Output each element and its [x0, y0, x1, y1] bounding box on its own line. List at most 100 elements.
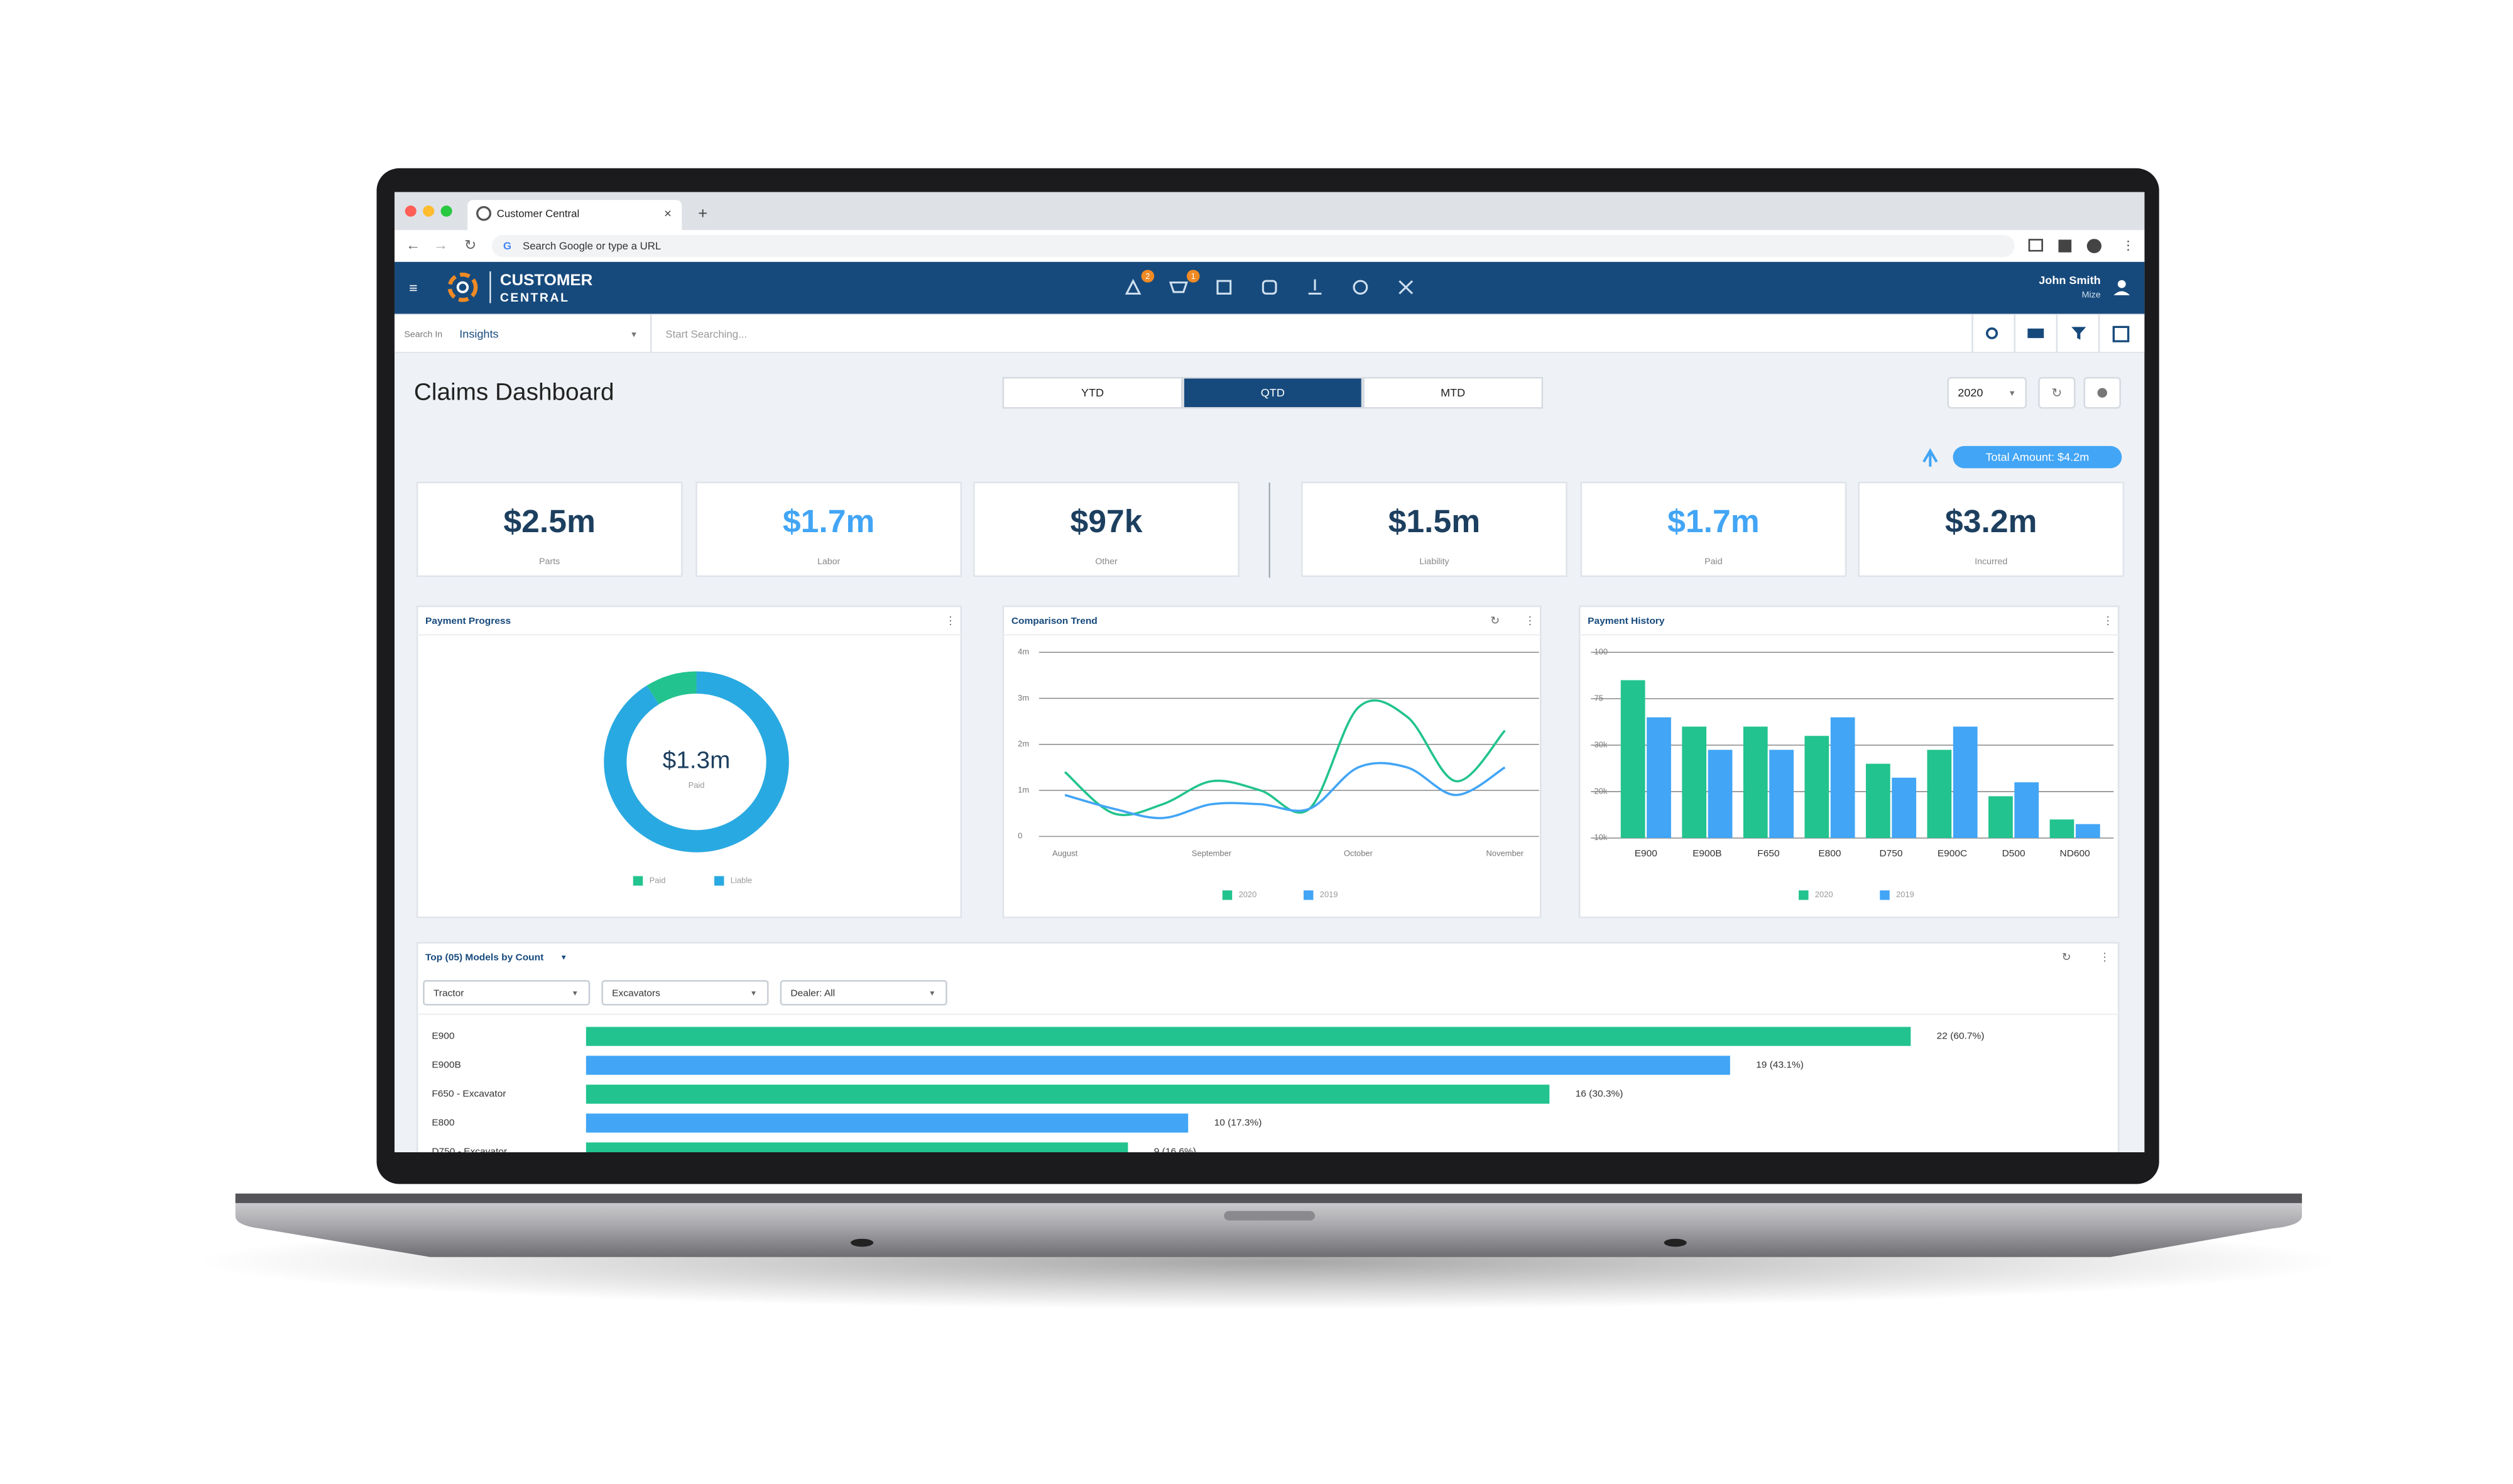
sort-arrow[interactable] [1922, 448, 1938, 467]
kpi-value: $1.7m [783, 504, 875, 539]
new-tab[interactable]: + [698, 205, 707, 222]
period-label: QTD [1261, 386, 1285, 399]
bar [1682, 726, 1707, 838]
card-menu[interactable]: ⋮ [945, 614, 956, 627]
laptop-hinge [235, 1193, 2303, 1203]
kpi-label: Paid [1704, 556, 1722, 566]
period-tab[interactable] [1002, 376, 1183, 409]
bar [1708, 750, 1733, 838]
alerts-icon[interactable] [1125, 278, 1142, 295]
laptop-base [235, 1193, 2303, 1257]
bar [1769, 750, 1794, 838]
save-icon[interactable] [2112, 325, 2130, 342]
hbar [586, 1113, 1189, 1133]
foot [1664, 1238, 1687, 1247]
kpi-card [1580, 481, 1847, 577]
barcode-icon[interactable] [2027, 328, 2044, 339]
card-menu[interactable]: ⋮ [2102, 614, 2113, 627]
card-title: Payment Progress [425, 616, 511, 626]
card-title: Top (05) Models by Count [425, 952, 543, 963]
filter-icon[interactable] [2071, 327, 2086, 340]
card-menu[interactable]: ⋮ [2099, 951, 2110, 963]
row-label: E900 [432, 1031, 454, 1042]
download-icon[interactable] [1308, 279, 1322, 295]
kpi-value: $97k [1071, 504, 1143, 539]
kpi-label: Other [1095, 556, 1118, 566]
page-title: Claims Dashboard [414, 379, 614, 406]
kpi-card [973, 481, 1240, 577]
row-label: D750 - Excavator [432, 1147, 507, 1157]
bar [1830, 717, 1855, 838]
legend-swatch [1303, 890, 1314, 900]
bar [1647, 717, 1671, 838]
forward[interactable]: → [433, 237, 448, 253]
x-tick-label: November [1486, 849, 1524, 858]
bar [1927, 750, 1952, 838]
period-tab[interactable] [1182, 376, 1363, 409]
filter-select[interactable] [423, 979, 591, 1006]
period-label: YTD [1081, 386, 1104, 399]
row-label: F650 - Excavator [432, 1089, 506, 1099]
x-tick-label: D500 [2002, 848, 2025, 859]
logo-core [456, 281, 469, 293]
search-input[interactable]: Start Searching... [665, 329, 747, 341]
hbar [586, 1142, 1128, 1153]
min-dot[interactable] [423, 205, 435, 217]
dropdown-caret[interactable]: ▼ [560, 954, 567, 962]
clock-icon[interactable] [1353, 280, 1368, 295]
legend-label: Liable [731, 876, 752, 885]
expand-icon[interactable] [1398, 280, 1414, 295]
search-scope[interactable]: Insights [459, 328, 498, 341]
filter-select[interactable] [601, 979, 769, 1006]
legend-label: 2019 [1320, 890, 1338, 899]
browser-tab[interactable] [467, 200, 682, 231]
y-tick-label: 3m [1018, 693, 1029, 702]
kpi-card [1301, 481, 1567, 577]
card-refresh[interactable]: ↻ [2062, 951, 2071, 963]
bar [1743, 726, 1768, 838]
x-tick-label: E800 [1818, 848, 1841, 859]
user-icon[interactable] [2117, 280, 2126, 288]
row-label: E900B [432, 1060, 461, 1071]
tag-icon[interactable] [1262, 280, 1277, 295]
badge-count: 2 [1145, 271, 1150, 281]
period-tab[interactable] [1363, 376, 1544, 409]
card-refresh[interactable]: ↻ [1490, 614, 1500, 627]
donut-segment [646, 671, 697, 705]
screen: Customer Central × + ← → ↻ G Search Goog… [394, 192, 2145, 1157]
tab-close[interactable]: × [664, 207, 672, 221]
tab-strip [394, 192, 2145, 231]
menu[interactable]: ⋮ [2122, 238, 2135, 253]
bar [2049, 819, 2074, 838]
filter-select[interactable] [780, 979, 947, 1006]
x-tick-label: F650 [1757, 848, 1779, 859]
close-dot[interactable] [405, 205, 417, 217]
search-icon[interactable] [1985, 327, 1998, 339]
bar [1865, 763, 1890, 838]
kpi-card [416, 481, 683, 577]
card-menu[interactable]: ⋮ [1524, 614, 1535, 627]
year-select[interactable] [1947, 376, 2027, 409]
box-icon[interactable] [1216, 280, 1232, 295]
value-label: 19 (43.1%) [1756, 1060, 1804, 1071]
legend-swatch [714, 876, 724, 886]
back[interactable]: ← [406, 237, 420, 253]
kpi-label: Labor [817, 556, 841, 566]
omnibox[interactable] [491, 234, 2015, 258]
profile-icon[interactable] [2086, 239, 2101, 253]
logo-bottom: CENTRAL [500, 292, 570, 305]
cart-icon[interactable] [1169, 281, 1189, 293]
x-tick-label: August [1052, 849, 1078, 858]
ext-icon[interactable] [2058, 239, 2072, 253]
ext-icon[interactable] [2028, 239, 2043, 252]
dropdown-caret: ▼ [750, 990, 758, 998]
dropdown-caret[interactable]: ▼ [630, 330, 638, 339]
y-tick-label: 20k [1594, 786, 1607, 795]
hamburger[interactable]: ≡ [409, 280, 418, 296]
refresh-button[interactable] [2038, 376, 2076, 409]
max-dot[interactable] [440, 205, 452, 217]
bar [1620, 680, 1645, 838]
kpi-value: $1.5m [1388, 504, 1481, 539]
reload[interactable]: ↻ [464, 237, 476, 253]
legend-swatch [1799, 890, 1809, 900]
